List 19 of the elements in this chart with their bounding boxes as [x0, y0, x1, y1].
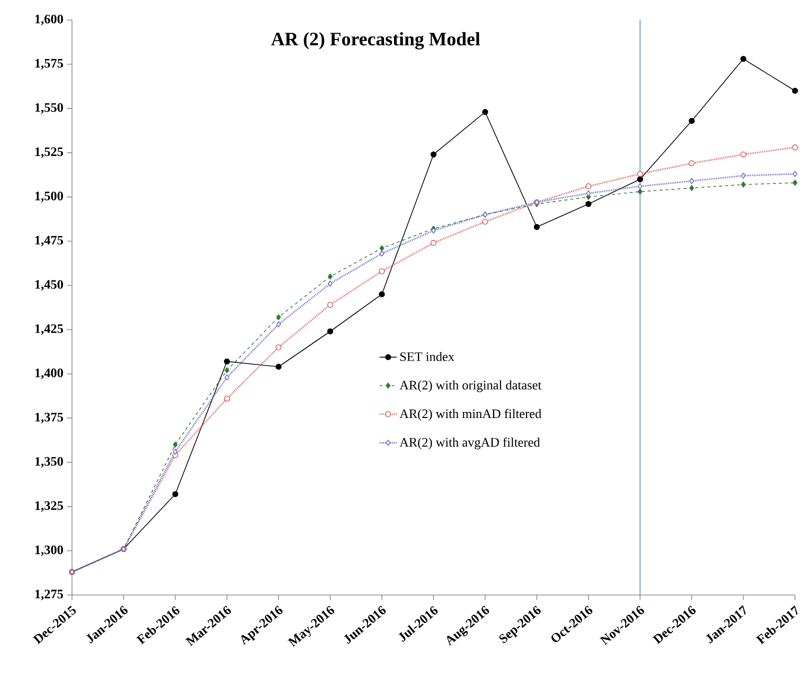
y-tick-label: 1,475: [35, 236, 64, 246]
y-tick-label: 1,525: [35, 147, 64, 158]
y-tick-label: 1,325: [35, 501, 64, 512]
y-tick-label: 1,350: [35, 457, 63, 468]
y-tick-label: 1,500: [35, 192, 63, 202]
y-tick-label: 1,400: [35, 368, 63, 380]
legend-label: AR(2) with minAD filtered: [400, 408, 542, 421]
y-tick-label: 1,375: [35, 412, 64, 424]
y-tick-label: 1,275: [35, 590, 64, 600]
legend-label: AR(2) with original dataset: [400, 380, 542, 392]
y-tick-label: 1,300: [35, 545, 63, 556]
y-tick-label: 1,600: [35, 14, 63, 26]
y-tick-label: 1,450: [35, 280, 63, 291]
legend-label: AR(2) with avgAD filtered: [400, 437, 540, 450]
y-tick-label: 1,550: [35, 103, 63, 114]
y-tick-label: 1,575: [35, 58, 64, 70]
y-tick-label: 1,425: [35, 324, 64, 335]
legend-label: SET index: [400, 352, 454, 362]
text: AR (2) Forecasting Model: [271, 32, 480, 50]
